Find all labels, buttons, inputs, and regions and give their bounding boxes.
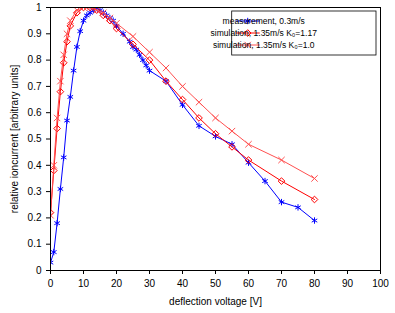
svg-text:0.2: 0.2 [28,212,42,223]
svg-text:0: 0 [48,278,54,289]
svg-text:0.6: 0.6 [28,107,42,118]
svg-text:40: 40 [177,278,189,289]
svg-text:20: 20 [111,278,123,289]
svg-text:30: 30 [144,278,156,289]
svg-text:50: 50 [210,278,222,289]
svg-text:0.9: 0.9 [28,28,42,39]
svg-text:90: 90 [342,278,354,289]
svg-text:0.4: 0.4 [28,160,42,171]
svg-text:70: 70 [276,278,288,289]
svg-text:simulation, 1.35m/s K₀=1.0: simulation, 1.35m/s K₀=1.0 [213,40,315,50]
svg-text:100: 100 [372,278,389,289]
svg-text:0.7: 0.7 [28,81,42,92]
svg-text:80: 80 [309,278,321,289]
svg-text:60: 60 [243,278,255,289]
svg-text:0.8: 0.8 [28,54,42,65]
svg-text:0.3: 0.3 [28,186,42,197]
svg-text:0.5: 0.5 [28,133,42,144]
svg-text:relative ioncurrent [arbitrary: relative ioncurrent [arbitrary units] [9,65,20,214]
svg-text:deflection voltage [V]: deflection voltage [V] [169,296,262,307]
svg-text:0: 0 [36,265,42,276]
svg-text:measurement, 0.3m/s: measurement, 0.3m/s [223,16,305,26]
svg-text:0.1: 0.1 [28,238,42,249]
svg-text:1: 1 [36,2,42,13]
svg-text:10: 10 [78,278,90,289]
svg-text:simulation, 1.35m/s K₀=1.17: simulation, 1.35m/s K₀=1.17 [211,28,318,38]
